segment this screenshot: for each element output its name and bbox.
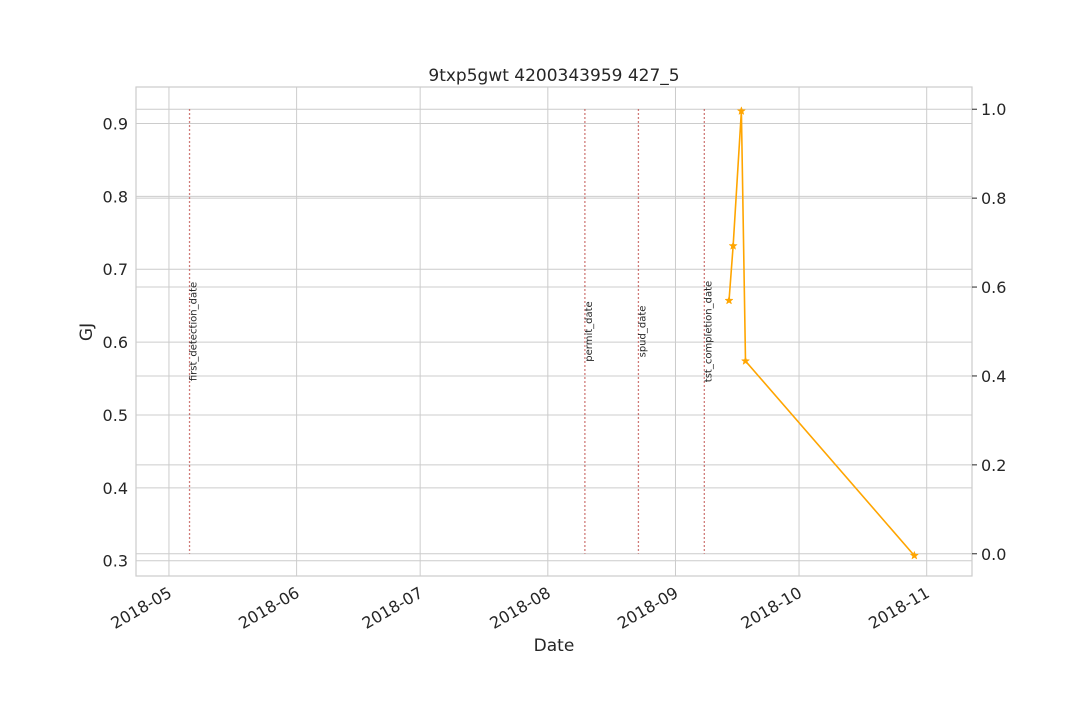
series-layer xyxy=(724,106,920,560)
event-markers: first_detection_date permit_date spud_date… xyxy=(189,109,714,554)
right-y-tick-label: 0.0 xyxy=(981,545,1006,564)
x-tick-label: 2018-05 xyxy=(108,583,175,633)
right-y-tick-label: 0.6 xyxy=(981,278,1006,297)
event-label: tst_completion_date xyxy=(703,281,714,382)
left-y-tick-label: 0.6 xyxy=(103,333,128,352)
left-y-tick-label: 0.8 xyxy=(103,187,128,206)
left-y-tick-label: 0.7 xyxy=(103,260,128,279)
event-label: spud_date xyxy=(637,306,648,358)
data-point xyxy=(909,550,920,560)
event-label: permit_date xyxy=(584,301,595,361)
data-point xyxy=(724,295,734,305)
right-y-tick-label: 1.0 xyxy=(981,100,1006,119)
x-tick-label: 2018-09 xyxy=(614,583,681,633)
data-point xyxy=(736,106,747,116)
left-y-axis-title: GJ xyxy=(77,323,97,341)
x-tick-label: 2018-10 xyxy=(738,583,805,633)
left-y-tick-label: 0.4 xyxy=(103,479,128,498)
right-y-tick-label: 0.4 xyxy=(981,367,1006,386)
x-tick-label: 2018-08 xyxy=(486,583,553,633)
data-point xyxy=(728,240,738,250)
data-point xyxy=(740,356,751,365)
event-label: first_detection_date xyxy=(189,282,200,381)
chart-title: 9txp5gwt 4200343959 427_5 xyxy=(428,66,679,86)
x-axis: 2018-05 2018-06 2018-07 2018-08 2018-09 2018-… xyxy=(108,583,933,633)
grid-lines xyxy=(136,87,972,576)
left-y-tick-label: 0.3 xyxy=(103,552,128,571)
x-tick-label: 2018-07 xyxy=(359,583,426,633)
right-y-tick-label: 0.8 xyxy=(981,189,1006,208)
plot-background xyxy=(136,87,972,576)
left-y-tick-label: 0.9 xyxy=(103,114,128,133)
x-tick-label: 2018-06 xyxy=(235,583,302,633)
x-tick-label: 2018-11 xyxy=(865,583,932,633)
x-axis-title: Date xyxy=(534,636,575,656)
right-y-axis: 0.0 0.2 0.4 0.6 0.8 1.0 xyxy=(972,100,1006,564)
plot-frame xyxy=(135,86,973,577)
left-y-axis: 0.3 0.4 0.5 0.6 0.7 0.8 0.9 xyxy=(103,114,128,570)
right-y-tick-label: 0.2 xyxy=(981,456,1006,475)
left-y-tick-label: 0.5 xyxy=(103,406,128,425)
